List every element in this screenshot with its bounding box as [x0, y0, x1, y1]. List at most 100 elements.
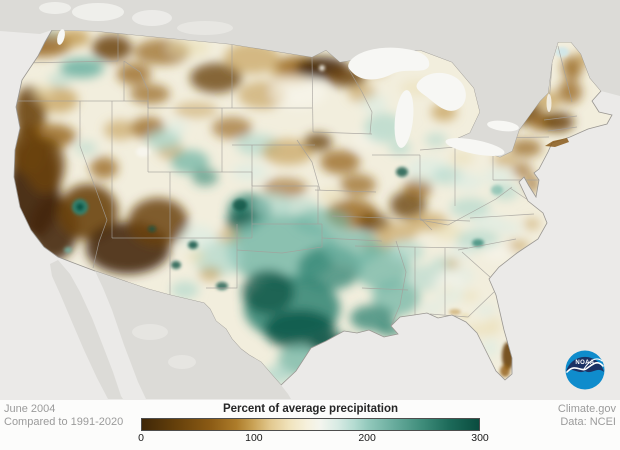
precip-blob [378, 222, 418, 242]
precip-blob [558, 80, 582, 104]
colorbar-gradient [141, 418, 480, 431]
baseline-line: Compared to 1991-2020 [4, 416, 124, 428]
precip-blob [25, 137, 65, 193]
precip-blob [320, 188, 344, 204]
precip-blob [187, 250, 205, 262]
precip-blob [199, 267, 221, 281]
colorbar-tick-label: 100 [245, 432, 263, 444]
precip-blob [425, 133, 447, 147]
precip-blob [294, 209, 350, 235]
precip-blob [542, 112, 574, 132]
precip-blob [512, 162, 532, 178]
precip-blob [500, 365, 510, 377]
precip-blob [30, 84, 54, 100]
precip-blob [216, 282, 228, 290]
colorbar-ticks: 0 100 200 300 [138, 432, 489, 446]
source-site: Climate.gov [557, 403, 616, 415]
mexico-silhouette [50, 260, 291, 399]
precip-blob [167, 121, 187, 133]
precip-blob [174, 102, 218, 118]
precip-blob [76, 203, 84, 211]
precip-blob [75, 141, 97, 155]
precip-blob [58, 30, 90, 47]
colorbar-tick-label: 300 [471, 432, 489, 444]
noaa-logo: NOAA [565, 350, 605, 390]
date-caption: June 2004 Compared to 1991-2020 [4, 403, 123, 429]
seagull-wing-icon [583, 358, 603, 370]
precip-blob [60, 58, 104, 78]
precip-blob [432, 272, 464, 292]
precip-blob [48, 73, 72, 87]
precip-blob [270, 76, 326, 108]
precip-blob [484, 168, 512, 184]
precip-blob [452, 173, 484, 191]
precip-blob [419, 301, 445, 315]
terrain-highlight [39, 2, 71, 14]
precip-blob [476, 304, 496, 316]
precip-blob [304, 133, 332, 151]
source-data: Data: NCEI [560, 416, 616, 428]
precip-blob [449, 309, 461, 315]
precip-blob [388, 241, 424, 263]
precip-blob [171, 150, 209, 174]
terrain-highlight [132, 10, 172, 26]
noaa-logo-text: NOAA [575, 360, 595, 366]
precip-blob [510, 139, 542, 157]
colorbar-tick-label: 0 [138, 432, 144, 444]
great-lakes [57, 29, 552, 156]
lake-champlain [546, 94, 552, 112]
long-island [545, 138, 569, 147]
precip-blob [491, 185, 503, 195]
precip-blob [524, 219, 540, 229]
precip-blob [396, 167, 408, 177]
baja-peninsula [50, 260, 123, 399]
precip-blob [136, 147, 150, 157]
precip-blob [117, 63, 151, 85]
precip-blob [190, 63, 242, 93]
precip-blob [64, 247, 72, 253]
precip-blob [404, 178, 432, 198]
precip-blob [364, 113, 404, 143]
lake-erie [445, 138, 505, 156]
canada-silhouette [0, 0, 620, 157]
precip-blob [188, 241, 198, 249]
precip-blob [171, 261, 181, 269]
precip-blob [166, 39, 210, 57]
lake-ontario [487, 120, 519, 132]
precip-blob [460, 313, 470, 319]
precip-blob [434, 224, 462, 240]
precip-blob [340, 174, 376, 196]
precip-blob [147, 130, 181, 150]
precip-blob [104, 120, 136, 140]
precip-blob [148, 226, 156, 232]
precip-blob [58, 184, 118, 240]
precip-blob [445, 259, 459, 269]
precip-blob [217, 229, 239, 243]
terrain-highlight [177, 21, 233, 35]
precip-blob [461, 291, 479, 301]
footer: June 2004 Compared to 1991-2020 Percent … [0, 400, 620, 450]
precip-blob [130, 84, 170, 104]
precip-blob [242, 270, 294, 314]
seagull-icon [566, 362, 604, 373]
credit-caption: Climate.gov Data: NCEI [558, 403, 616, 429]
precip-blob [320, 150, 360, 174]
precip-blob [171, 281, 199, 299]
colorbar-tick-label: 200 [358, 432, 376, 444]
map-canvas: NOAA [0, 0, 620, 400]
precip-blob [212, 117, 252, 139]
precip-blob [482, 243, 514, 261]
precip-blob [92, 35, 132, 61]
precip-blob [562, 56, 582, 80]
precip-blob [128, 198, 188, 246]
precip-blob [90, 157, 118, 179]
state-borders [14, 31, 578, 327]
precip-blob [450, 198, 490, 218]
precip-blob [192, 168, 218, 186]
lake-michigan [394, 90, 414, 148]
lake-superior [348, 47, 430, 80]
lake-huron [416, 72, 466, 111]
precip-blob [450, 151, 474, 165]
terrain-highlight [168, 355, 196, 369]
